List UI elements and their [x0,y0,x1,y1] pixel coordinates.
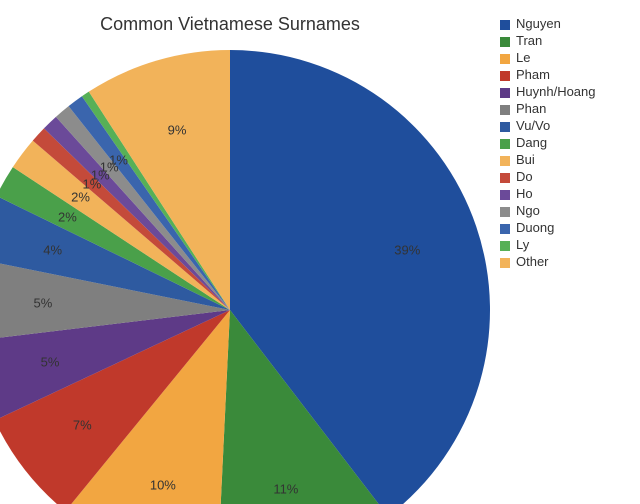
legend: NguyenTranLePhamHuynh/HoangPhanVu/VoDang… [500,16,596,271]
legend-item: Dang [500,135,596,152]
legend-item: Do [500,169,596,186]
legend-item: Tran [500,33,596,50]
legend-swatch [500,139,510,149]
legend-swatch [500,224,510,234]
legend-swatch [500,37,510,47]
legend-swatch [500,190,510,200]
legend-swatch [500,105,510,115]
legend-swatch [500,258,510,268]
legend-item: Pham [500,67,596,84]
legend-swatch [500,88,510,98]
legend-label: Phan [516,101,546,117]
legend-label: Le [516,50,530,66]
legend-item: Ly [500,237,596,254]
legend-swatch [500,71,510,81]
legend-item: Vu/Vo [500,118,596,135]
legend-swatch [500,20,510,30]
legend-item: Nguyen [500,16,596,33]
legend-label: Ho [516,186,533,202]
legend-swatch [500,156,510,166]
legend-label: Huynh/Hoang [516,84,596,100]
legend-label: Other [516,254,549,270]
legend-item: Other [500,254,596,271]
legend-label: Do [516,169,533,185]
legend-swatch [500,207,510,217]
legend-item: Huynh/Hoang [500,84,596,101]
legend-item: Ngo [500,203,596,220]
legend-label: Vu/Vo [516,118,550,134]
legend-label: Duong [516,220,554,236]
legend-item: Bui [500,152,596,169]
legend-swatch [500,241,510,251]
legend-label: Ngo [516,203,540,219]
legend-label: Dang [516,135,547,151]
legend-label: Tran [516,33,542,49]
legend-item: Phan [500,101,596,118]
legend-swatch [500,173,510,183]
legend-swatch [500,54,510,64]
legend-item: Duong [500,220,596,237]
legend-item: Ho [500,186,596,203]
legend-label: Pham [516,67,550,83]
legend-label: Bui [516,152,535,168]
chart-stage: Common Vietnamese Surnames 39%11%10%7%5%… [0,0,640,504]
legend-label: Ly [516,237,529,253]
legend-item: Le [500,50,596,67]
legend-swatch [500,122,510,132]
legend-label: Nguyen [516,16,561,32]
